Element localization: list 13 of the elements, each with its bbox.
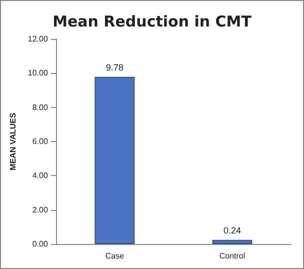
chart-title: Mean Reduction in CMT (52, 12, 252, 30)
x-tick-label: Case (105, 252, 125, 260)
y-tick-label: 2.00 (32, 205, 48, 214)
y-tick-label: 8.00 (32, 102, 48, 112)
y-tick-label: 10.00 (28, 68, 48, 78)
y-tick-label: 6.00 (32, 137, 48, 146)
data-label: 0.24 (223, 225, 241, 236)
data-label: 9.78 (106, 62, 124, 72)
y-axis-title: MEAN VALUES (8, 112, 18, 170)
y-tick-label: 0.00 (32, 240, 48, 248)
y-tick-label: 4.00 (32, 171, 48, 180)
x-tick-label: Control (219, 252, 246, 260)
y-tick-label: 12.00 (28, 34, 48, 44)
